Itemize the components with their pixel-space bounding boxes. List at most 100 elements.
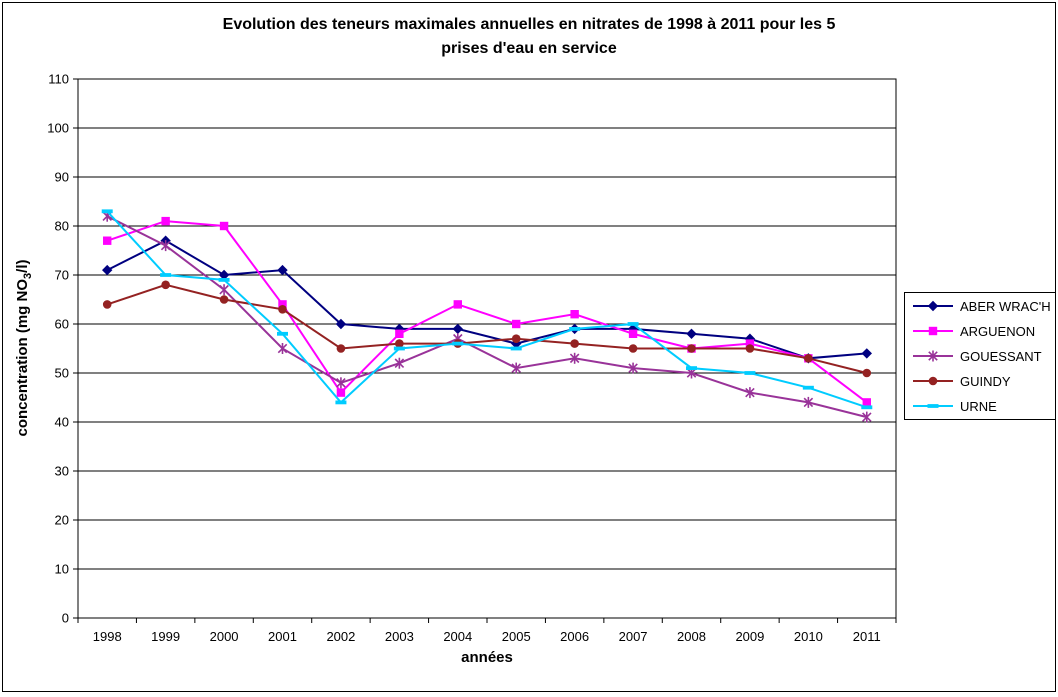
x-tick-label: 2006: [560, 629, 589, 644]
chart-title-line1: Evolution des teneurs maximales annuelle…: [222, 16, 836, 33]
legend-item-urne: URNE: [905, 394, 1055, 419]
y-tick-label: 60: [55, 317, 69, 332]
legend-item-arguenon: ARGUENON: [905, 319, 1055, 344]
x-tick-label: 1999: [151, 629, 180, 644]
dash-shape: [510, 346, 522, 351]
asterisk-shape: [928, 351, 938, 361]
x-tick-label: 2010: [794, 629, 823, 644]
y-axis-title-suffix: /l): [14, 259, 31, 273]
marker-square: [862, 398, 871, 407]
marker-asterisk: [511, 362, 521, 374]
marker-dash: [452, 341, 464, 346]
circle-shape: [628, 344, 638, 353]
circle-shape: [804, 354, 813, 363]
y-tick-label: 10: [55, 562, 69, 577]
asterisk-shape: [569, 353, 580, 364]
series-line-gouessant: [106, 215, 868, 419]
marker-circle: [745, 344, 755, 353]
marker-circle: [395, 339, 404, 348]
circle-shape: [570, 339, 579, 348]
dash-shape: [452, 341, 464, 346]
diamond-shape: [861, 348, 872, 359]
legend-item-aber-wrac-h: ABER WRAC'H: [905, 294, 1055, 319]
y-tick-label: 100: [47, 121, 69, 136]
plot-border: [77, 78, 897, 619]
dash-shape: [686, 366, 697, 370]
circle-shape: [511, 334, 521, 344]
marker-circle: [628, 344, 638, 353]
marker-circle: [687, 344, 696, 353]
dash-shape: [101, 209, 113, 214]
marker-asterisk: [160, 240, 171, 252]
square-shape: [103, 236, 112, 245]
marker-square: [745, 339, 755, 348]
x-tick-label: 2011: [853, 629, 881, 644]
square-shape: [745, 339, 755, 348]
dash-shape: [744, 371, 756, 375]
marker-asterisk: [745, 387, 755, 399]
legend-swatch-asterisk-icon: [913, 350, 953, 362]
square-shape: [219, 221, 229, 231]
y-axis-title-subscript: 3: [22, 272, 34, 279]
marker-diamond: [335, 318, 347, 330]
asterisk-shape: [336, 378, 346, 388]
marker-diamond: [102, 264, 113, 276]
y-tick-label: 20: [55, 513, 69, 528]
marker-dash: [802, 385, 814, 390]
x-axis-title: années: [461, 649, 513, 666]
marker-circle: [804, 354, 813, 363]
diamond-shape: [452, 323, 463, 335]
diamond-shape: [927, 300, 939, 312]
marker-asterisk: [862, 411, 872, 423]
diamond-shape: [277, 264, 288, 276]
marker-diamond: [277, 264, 288, 276]
asterisk-shape: [160, 240, 171, 251]
marker-dash: [393, 346, 405, 351]
marker-diamond: [452, 323, 463, 335]
dash-shape: [927, 404, 939, 408]
marker-dash: [569, 327, 581, 331]
plot-area: 0 10 20 30 40 50 60 70 80 90 100 110 1998 1999 2000 200…: [47, 72, 897, 644]
dash-shape: [393, 346, 405, 351]
asterisk-shape: [219, 284, 229, 295]
marker-dash: [335, 400, 347, 405]
circle-shape: [278, 305, 287, 314]
marker-circle: [219, 295, 229, 304]
marker-square: [512, 319, 521, 329]
marker-dash: [277, 331, 288, 336]
asterisk-shape: [511, 363, 521, 373]
marker-asterisk: [628, 362, 638, 374]
circle-shape: [161, 280, 170, 290]
x-tick-label: 2001: [268, 629, 297, 644]
asterisk-shape: [394, 358, 405, 368]
marker-circle: [928, 376, 938, 386]
circle-shape: [745, 344, 755, 353]
square-shape: [570, 310, 579, 319]
x-tick-label: 2009: [735, 629, 764, 644]
marker-circle: [336, 344, 346, 353]
circle-shape: [102, 300, 112, 309]
circle-shape: [928, 376, 938, 386]
circle-shape: [862, 368, 872, 378]
circle-shape: [395, 339, 404, 348]
marker-asterisk: [336, 377, 346, 389]
marker-diamond: [686, 328, 697, 339]
circle-shape: [336, 344, 346, 353]
marker-asterisk: [219, 284, 229, 296]
square-shape: [928, 326, 938, 336]
y-tick-label: 50: [55, 366, 69, 381]
marker-dash: [686, 366, 697, 370]
x-tick-label: 2004: [443, 629, 472, 644]
square-shape: [512, 319, 521, 329]
x-tick-label: 1998: [93, 629, 122, 644]
marker-diamond: [218, 269, 230, 281]
square-shape: [453, 300, 462, 309]
square-shape: [628, 329, 638, 338]
marker-dash: [101, 209, 113, 214]
y-tick-label: 110: [48, 72, 69, 87]
asterisk-shape: [628, 363, 638, 373]
diamond-shape: [686, 328, 697, 339]
dash-shape: [627, 322, 639, 326]
x-tick-label: 2003: [385, 629, 414, 644]
